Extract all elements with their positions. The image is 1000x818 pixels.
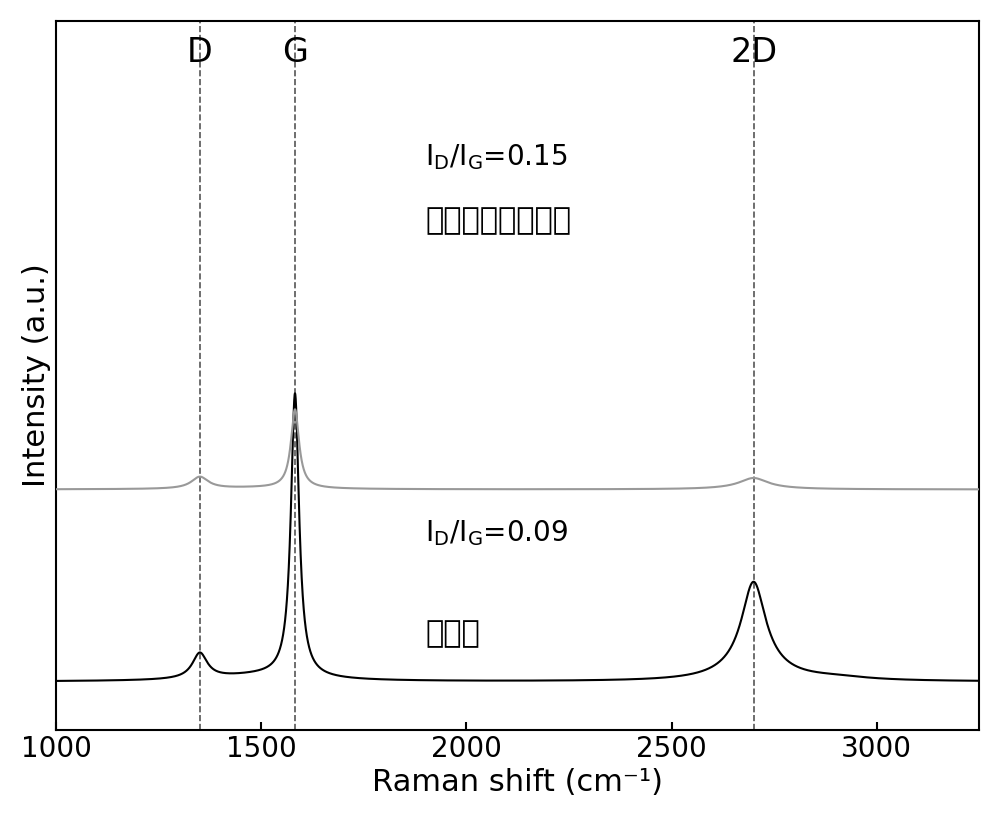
Y-axis label: Intensity (a.u.): Intensity (a.u.) bbox=[22, 263, 51, 488]
Text: $\mathregular{I_D/I_G}$=0.15: $\mathregular{I_D/I_G}$=0.15 bbox=[425, 142, 568, 172]
Text: 2D: 2D bbox=[730, 36, 777, 69]
Text: 低缺陷膨胀石墨纸: 低缺陷膨胀石墨纸 bbox=[425, 207, 571, 236]
X-axis label: Raman shift (cm⁻¹): Raman shift (cm⁻¹) bbox=[372, 768, 663, 798]
Text: D: D bbox=[187, 36, 213, 69]
Text: $\mathregular{I_D/I_G}$=0.09: $\mathregular{I_D/I_G}$=0.09 bbox=[425, 519, 568, 548]
Text: G: G bbox=[282, 36, 308, 69]
Text: 石墨纸: 石墨纸 bbox=[425, 619, 480, 648]
